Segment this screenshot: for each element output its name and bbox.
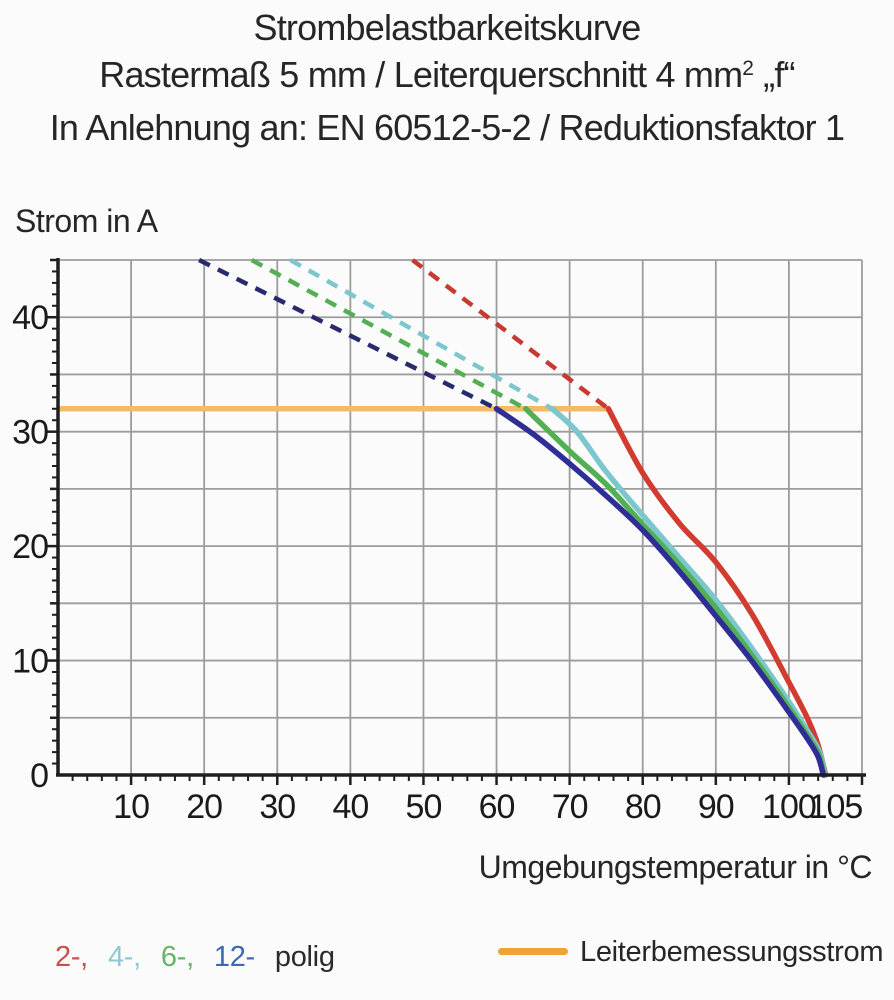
rated-current-label: Leiterbemessungsstrom — [580, 936, 884, 968]
rated-current-line-swatch — [498, 948, 568, 955]
x-tick-label-80: 80 — [625, 788, 661, 826]
curve-4-polig — [549, 406, 828, 778]
title-line-3: In Anlehnung an: EN 60512-5-2 / Reduktio… — [49, 107, 845, 148]
curve-12-polig — [493, 406, 827, 778]
y-tick-label-10: 10 — [12, 643, 48, 681]
y-tick-label-30: 30 — [12, 414, 48, 452]
legend-pole-suffix: polig — [274, 941, 335, 973]
title-line-1: Strombelastbarkeitskurve — [253, 7, 642, 48]
legend-pole-4: 4-, — [107, 941, 141, 973]
x-tick-label-70: 70 — [552, 788, 588, 826]
x-tick-label-40: 40 — [332, 788, 368, 826]
chart-title: Strombelastbarkeitskurve Rastermaß 5 mm … — [0, 4, 894, 151]
dashed-curve-4-polig — [289, 258, 554, 411]
x-tick-label-60: 60 — [479, 788, 515, 826]
rated-current-legend: Leiterbemessungsstrom — [498, 936, 883, 969]
dashed-curve-12-polig — [198, 257, 498, 411]
dashed-curve-6-polig — [250, 258, 527, 411]
legend-pole-6: 6-, — [160, 941, 194, 973]
legend-pole-2: 2-, — [55, 941, 88, 973]
y-tick-label-40: 40 — [12, 299, 48, 337]
y-axis-title: Strom in A — [15, 203, 158, 239]
curve-2-polig — [605, 406, 829, 778]
y-tick-label-0: 0 — [30, 757, 48, 795]
title-line-2-text: Rastermaß 5 mm / Leiterquerschnitt 4 mm — [99, 54, 743, 95]
x-tick-label-90: 90 — [698, 788, 734, 826]
title-line-2: Rastermaß 5 mm / Leiterquerschnitt 4 mm2… — [0, 51, 894, 104]
x-tick-label-50: 50 — [406, 788, 442, 826]
x-tick-label-30: 30 — [259, 788, 295, 826]
superscript-2: 2 — [742, 57, 754, 80]
y-tick-label-20: 20 — [12, 528, 48, 566]
x-tick-label-100: 100 — [762, 788, 816, 826]
poles-legend: 2-, 4-, 6-, 12- polig — [55, 941, 335, 974]
title-line-2-suffix: „f“ — [753, 54, 795, 95]
x-tick-label-105: 105 — [809, 788, 863, 826]
x-axis-title: Umgebungstemperatur in °C — [478, 849, 873, 885]
legend-pole-12: 12- — [213, 941, 255, 973]
x-tick-label-20: 20 — [186, 788, 222, 826]
x-tick-label-10: 10 — [113, 788, 149, 826]
